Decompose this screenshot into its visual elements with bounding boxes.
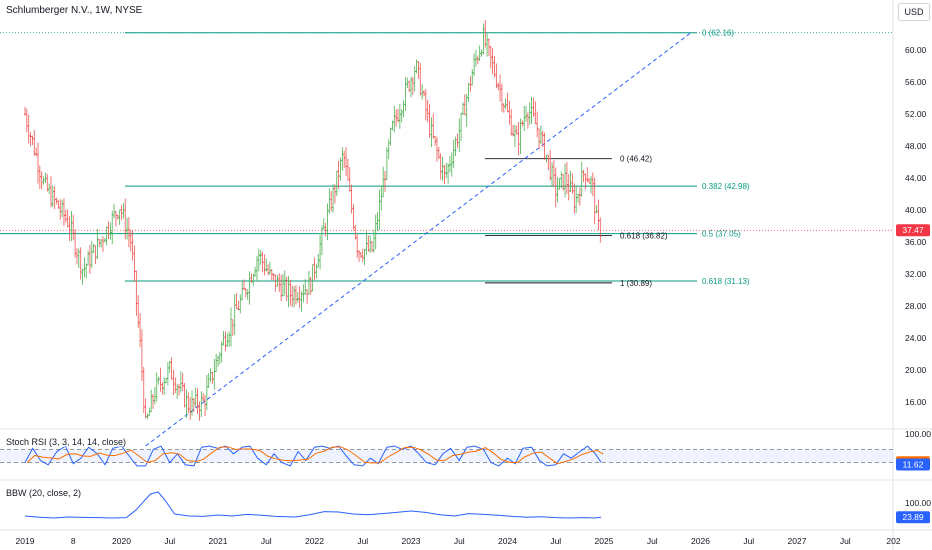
x-tick-label: 8 — [71, 536, 76, 546]
chart-title: Schlumberger N.V., 1W, NYSE — [6, 5, 143, 16]
stoch-d-badge — [896, 458, 930, 471]
x-tick-label: Jul — [840, 536, 851, 546]
trendline — [145, 32, 692, 447]
y-tick-label: 56.00 — [905, 77, 927, 87]
bbw-value: 23.89 — [902, 512, 924, 522]
y-tick-label: 44.00 — [905, 173, 927, 183]
stoch-d-line — [26, 446, 604, 465]
fib-level-label: 0.618 (31.13) — [702, 277, 750, 286]
y-tick-label: 48.00 — [905, 141, 927, 151]
y-tick-label: 24.00 — [905, 333, 927, 343]
fib-level-label: 0.5 (37.05) — [702, 230, 741, 239]
fib-inner-label: 1 (30.89) — [620, 279, 652, 288]
x-tick-label: Jul — [261, 536, 272, 546]
x-tick-label: Jul — [454, 536, 465, 546]
fib-inner-label: 0 (46.42) — [620, 155, 652, 164]
y-tick-label: 20.00 — [905, 365, 927, 375]
x-tick-label: Jul — [550, 536, 561, 546]
x-tick-label: 2021 — [209, 536, 228, 546]
y-tick-label: 28.00 — [905, 301, 927, 311]
y-tick-label: 36.00 — [905, 237, 927, 247]
x-tick-label: 2025 — [595, 536, 614, 546]
y-tick-label: 16.00 — [905, 397, 927, 407]
y-tick-label: 32.00 — [905, 269, 927, 279]
bbw-line — [24, 491, 602, 519]
stoch-d-value: 11.62 — [903, 459, 924, 469]
x-tick-label: 2020 — [112, 536, 131, 546]
currency-button[interactable]: USD — [898, 3, 930, 21]
y-tick-label: 60.00 — [905, 45, 927, 55]
x-tick-label: 202 — [886, 536, 900, 546]
x-tick-label: 2023 — [402, 536, 421, 546]
x-tick-label: 2027 — [788, 536, 807, 546]
stoch-y-tick: 100.00 — [905, 429, 931, 439]
x-tick-label: Jul — [357, 536, 368, 546]
y-tick-label: 40.00 — [905, 205, 927, 215]
bbw-value-badge — [896, 511, 930, 524]
fib-level-label: 0.382 (42.98) — [702, 182, 750, 191]
x-tick-label: Jul — [743, 536, 754, 546]
bbw-y-tick: 100.00 — [905, 498, 931, 508]
x-tick-label: Jul — [647, 536, 658, 546]
last-price-text: 37.47 — [902, 225, 924, 235]
x-tick-label: 2026 — [691, 536, 710, 546]
stoch-rsi-label[interactable]: Stoch RSI (3, 3, 14, 14, close) — [6, 437, 127, 447]
y-tick-label: 52.00 — [905, 109, 927, 119]
x-tick-label: 2019 — [16, 536, 35, 546]
last-price-badge — [896, 224, 930, 237]
x-tick-label: 2022 — [305, 536, 324, 546]
fib-inner-label: 0.618 (36.82) — [620, 231, 668, 240]
stoch-band-fill — [0, 449, 893, 463]
fib-level-label: 0 (62.16) — [702, 29, 734, 38]
x-tick-label: 2024 — [498, 536, 517, 546]
x-tick-label: Jul — [164, 536, 175, 546]
bbw-label[interactable]: BBW (20, close, 2) — [6, 488, 82, 498]
